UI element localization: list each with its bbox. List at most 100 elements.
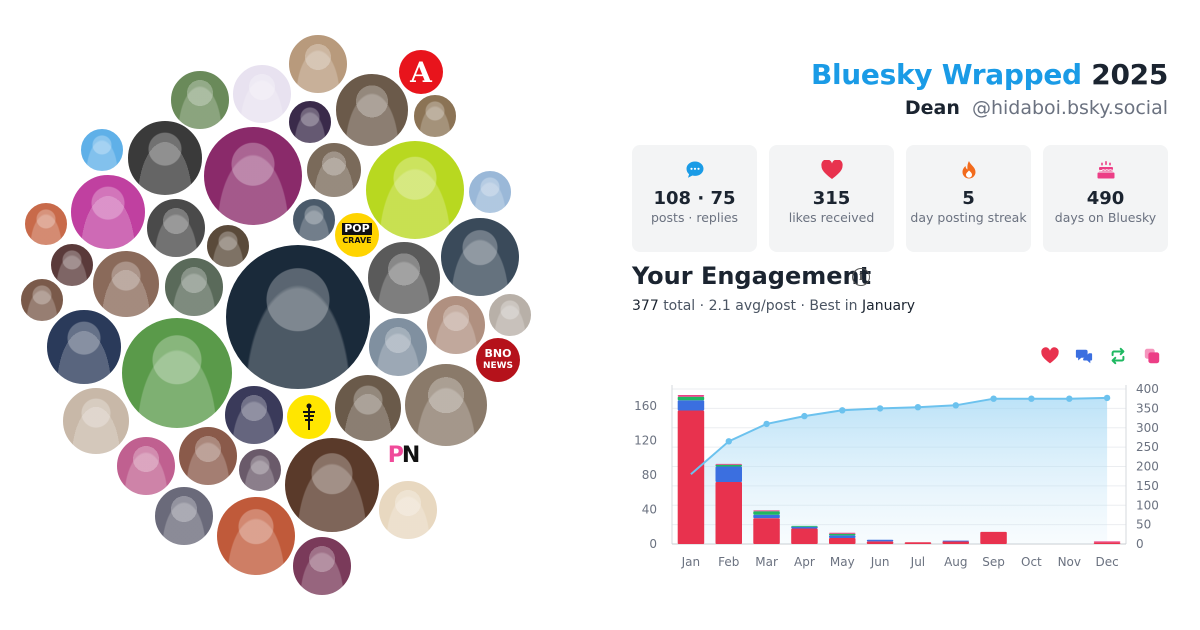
right-axis-tick: 50 xyxy=(1136,518,1151,532)
avatar[interactable] xyxy=(116,436,176,496)
avatar[interactable] xyxy=(50,243,94,287)
cumulative-point xyxy=(763,420,770,428)
bar-segment xyxy=(715,464,742,467)
total-value: 377 xyxy=(632,298,659,314)
avatar[interactable] xyxy=(70,174,146,250)
best-prefix: Best in xyxy=(809,298,858,314)
brand-title: Bluesky Wrapped xyxy=(810,58,1082,91)
bno-news-logo-icon[interactable]: BNO NEWS xyxy=(476,338,520,382)
avatar[interactable] xyxy=(127,120,203,196)
year-title: 2025 xyxy=(1091,58,1168,91)
avatar[interactable] xyxy=(206,224,250,268)
bar-segment xyxy=(791,528,818,544)
info-icon[interactable]: i xyxy=(852,268,870,286)
x-axis-tick: Aug xyxy=(944,555,967,569)
avatar[interactable] xyxy=(284,437,380,533)
avatar[interactable] xyxy=(365,140,465,240)
avatar[interactable] xyxy=(203,126,303,226)
cumulative-point xyxy=(876,405,884,412)
avatar[interactable] xyxy=(335,73,409,147)
stat-label: day posting streak xyxy=(910,210,1027,225)
avatar[interactable] xyxy=(378,480,438,540)
cumulative-line xyxy=(690,396,1108,476)
avatar[interactable] xyxy=(154,486,214,546)
stat-label: likes received xyxy=(788,210,875,225)
bar-segment xyxy=(753,510,780,512)
bar-segment xyxy=(715,482,742,544)
bar-segment xyxy=(753,511,780,515)
avatar[interactable] xyxy=(225,244,371,390)
speech-bubble-icon xyxy=(632,160,757,180)
avatar[interactable] xyxy=(288,34,348,94)
avatar[interactable] xyxy=(306,142,362,198)
amnesty-a-logo-icon[interactable]: A xyxy=(399,50,443,94)
avatar[interactable] xyxy=(238,448,282,492)
avatar[interactable] xyxy=(62,387,130,455)
avatar[interactable] xyxy=(426,295,486,355)
bar-segment xyxy=(753,518,780,544)
avatar[interactable] xyxy=(178,426,238,486)
amnesty-candle-logo-icon[interactable] xyxy=(287,395,331,439)
avatar[interactable] xyxy=(164,257,224,317)
avatar[interactable] xyxy=(24,202,68,246)
cumulative-area xyxy=(690,397,1108,544)
avatar[interactable] xyxy=(292,198,336,242)
avatar[interactable] xyxy=(216,496,296,576)
avatar[interactable] xyxy=(292,536,352,596)
avatar[interactable] xyxy=(170,70,230,130)
badge-pop-label: POP xyxy=(342,222,372,235)
avatar[interactable] xyxy=(413,94,457,138)
user-subtitle: Dean @hidaboi.bsky.social xyxy=(811,97,1168,119)
avatar[interactable] xyxy=(80,128,124,172)
avatar-cluster: A POP CRAVE BNO NEWS PN xyxy=(0,0,580,630)
avatar[interactable] xyxy=(334,374,402,442)
avatar[interactable] xyxy=(288,100,332,144)
avatar[interactable] xyxy=(232,64,292,124)
stat-value: 490 xyxy=(1086,188,1125,209)
avatar[interactable] xyxy=(468,170,512,214)
cumulative-point xyxy=(1066,395,1073,402)
bar-segment xyxy=(829,535,856,538)
stat-card-days: 490 days on Bluesky xyxy=(1043,145,1168,252)
left-axis-tick: 40 xyxy=(642,503,657,517)
stat-label: days on Bluesky xyxy=(1054,210,1157,225)
avatar[interactable] xyxy=(404,363,488,447)
bar-segment xyxy=(791,526,818,529)
avatar[interactable] xyxy=(367,241,441,315)
badge-bno-label: BNO xyxy=(484,347,512,360)
avatar[interactable] xyxy=(46,309,122,385)
separator: · xyxy=(800,298,805,314)
bar-segment xyxy=(677,396,705,401)
bar-segment xyxy=(829,533,856,536)
replies-legend-reply-icon[interactable] xyxy=(1075,347,1093,365)
header: Bluesky Wrapped 2025 Dean @hidaboi.bsky.… xyxy=(811,58,1168,119)
likes-legend-heart-icon[interactable] xyxy=(1041,347,1059,365)
avatar[interactable] xyxy=(121,317,233,429)
right-axis-tick: 300 xyxy=(1136,421,1159,435)
x-axis-tick: Oct xyxy=(1021,555,1042,569)
avatar[interactable] xyxy=(488,293,532,337)
quotes-legend-quote-icon[interactable] xyxy=(1143,347,1161,365)
right-axis-tick: 200 xyxy=(1136,460,1159,474)
pop-crave-logo-icon[interactable]: POP CRAVE xyxy=(335,213,379,257)
reposts-legend-repost-icon[interactable] xyxy=(1109,347,1127,365)
bar-segment xyxy=(829,532,856,534)
pinknews-logo-icon[interactable]: PN xyxy=(385,437,421,473)
x-axis-tick: Jul xyxy=(910,555,925,569)
bar-segment xyxy=(1093,542,1121,544)
avatar[interactable] xyxy=(440,217,520,297)
avatar[interactable] xyxy=(368,317,428,377)
bar-segment xyxy=(715,466,742,482)
avatar[interactable] xyxy=(92,250,160,318)
bar-segment xyxy=(980,531,1007,544)
bar-segment xyxy=(677,395,705,397)
avatar[interactable] xyxy=(224,385,284,445)
avatar[interactable] xyxy=(20,278,64,322)
bar-segment xyxy=(791,525,818,527)
bar-segment xyxy=(1093,541,1121,543)
avatar[interactable] xyxy=(146,198,206,258)
left-axis-tick: 160 xyxy=(634,399,657,413)
right-axis-tick: 150 xyxy=(1136,479,1159,493)
bar-segment xyxy=(829,538,856,544)
bar-segment xyxy=(677,410,705,544)
